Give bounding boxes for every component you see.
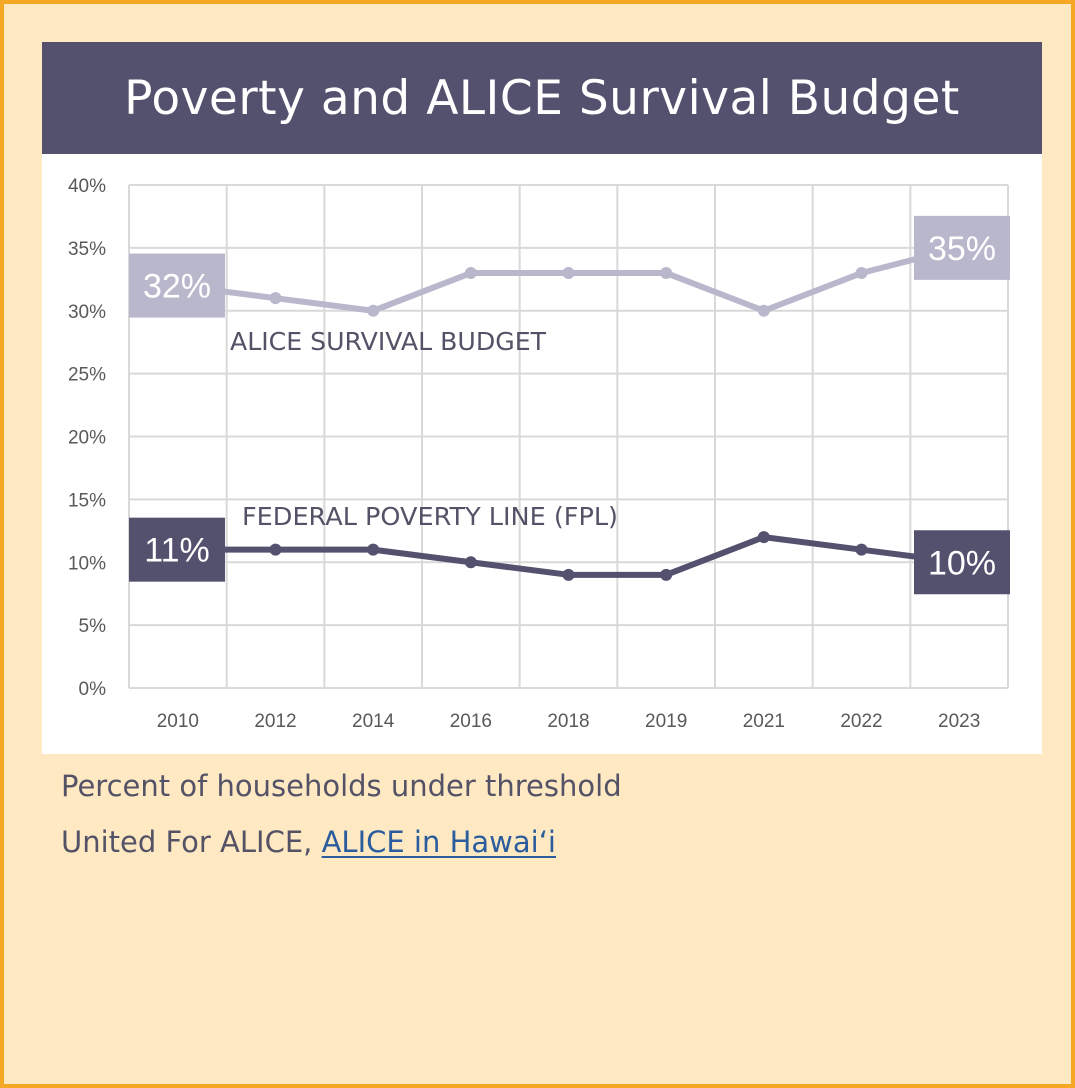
data-point [855, 543, 868, 556]
x-tick-label: 2019 [645, 711, 687, 732]
data-point [757, 531, 770, 544]
x-tick-label: 2023 [938, 711, 980, 732]
chart-caption: Percent of households under threshold [61, 769, 622, 803]
x-tick-label: 2016 [450, 711, 492, 732]
x-tick-label: 2021 [743, 711, 785, 732]
line-chart: 0% 5% 10% 15% 20% 25% 30% 35% 40% 2010 2012 2014 201… [68, 176, 1010, 732]
start-value-label: 11% [144, 532, 210, 570]
y-tick-label: 35% [68, 239, 106, 260]
x-tick-label: 2014 [352, 711, 395, 732]
y-tick-label: 40% [68, 176, 106, 197]
y-tick-label: 15% [68, 490, 106, 511]
end-value-box [914, 530, 1010, 595]
start-value-label: 32% [143, 268, 211, 306]
start-value-box [129, 517, 225, 582]
y-tick-label: 0% [79, 679, 107, 700]
data-point [367, 543, 380, 556]
chart-title: Poverty and ALICE Survival Budget [42, 42, 1042, 154]
end-value-box [914, 215, 1010, 280]
start-value-box [129, 253, 225, 318]
source-line: United For ALICE, ALICE in Hawai‘i [61, 825, 556, 859]
x-tick-label: 2010 [157, 711, 199, 732]
y-tick-label: 30% [68, 302, 106, 323]
x-tick-label: 2012 [254, 711, 296, 732]
series-name-label: ALICE SURVIVAL BUDGET [230, 327, 547, 356]
data-point [855, 267, 868, 280]
data-point [660, 267, 673, 280]
data-point [367, 304, 380, 317]
source-link[interactable]: ALICE in Hawai‘i [321, 825, 556, 859]
data-point [562, 267, 575, 280]
end-value-label: 35% [928, 230, 996, 268]
data-point [464, 267, 477, 280]
y-tick-label: 25% [68, 365, 106, 386]
end-value-label: 10% [928, 544, 996, 582]
y-tick-label: 5% [79, 616, 107, 637]
data-point [757, 304, 770, 317]
data-point [562, 568, 575, 581]
data-point [464, 556, 477, 569]
data-point [269, 292, 282, 305]
data-point [269, 543, 282, 556]
y-tick-label: 10% [68, 553, 106, 574]
x-tick-label: 2018 [547, 711, 589, 732]
source-prefix: United For ALICE, [61, 825, 313, 859]
data-point [660, 568, 673, 581]
y-tick-label: 20% [68, 428, 106, 449]
chart-panel: 0% 5% 10% 15% 20% 25% 30% 35% 40% 2010 2012 2014 201… [42, 154, 1042, 754]
x-tick-label: 2022 [840, 711, 882, 732]
series-name-label: FEDERAL POVERTY LINE (FPL) [242, 502, 618, 531]
series-line [177, 244, 960, 314]
